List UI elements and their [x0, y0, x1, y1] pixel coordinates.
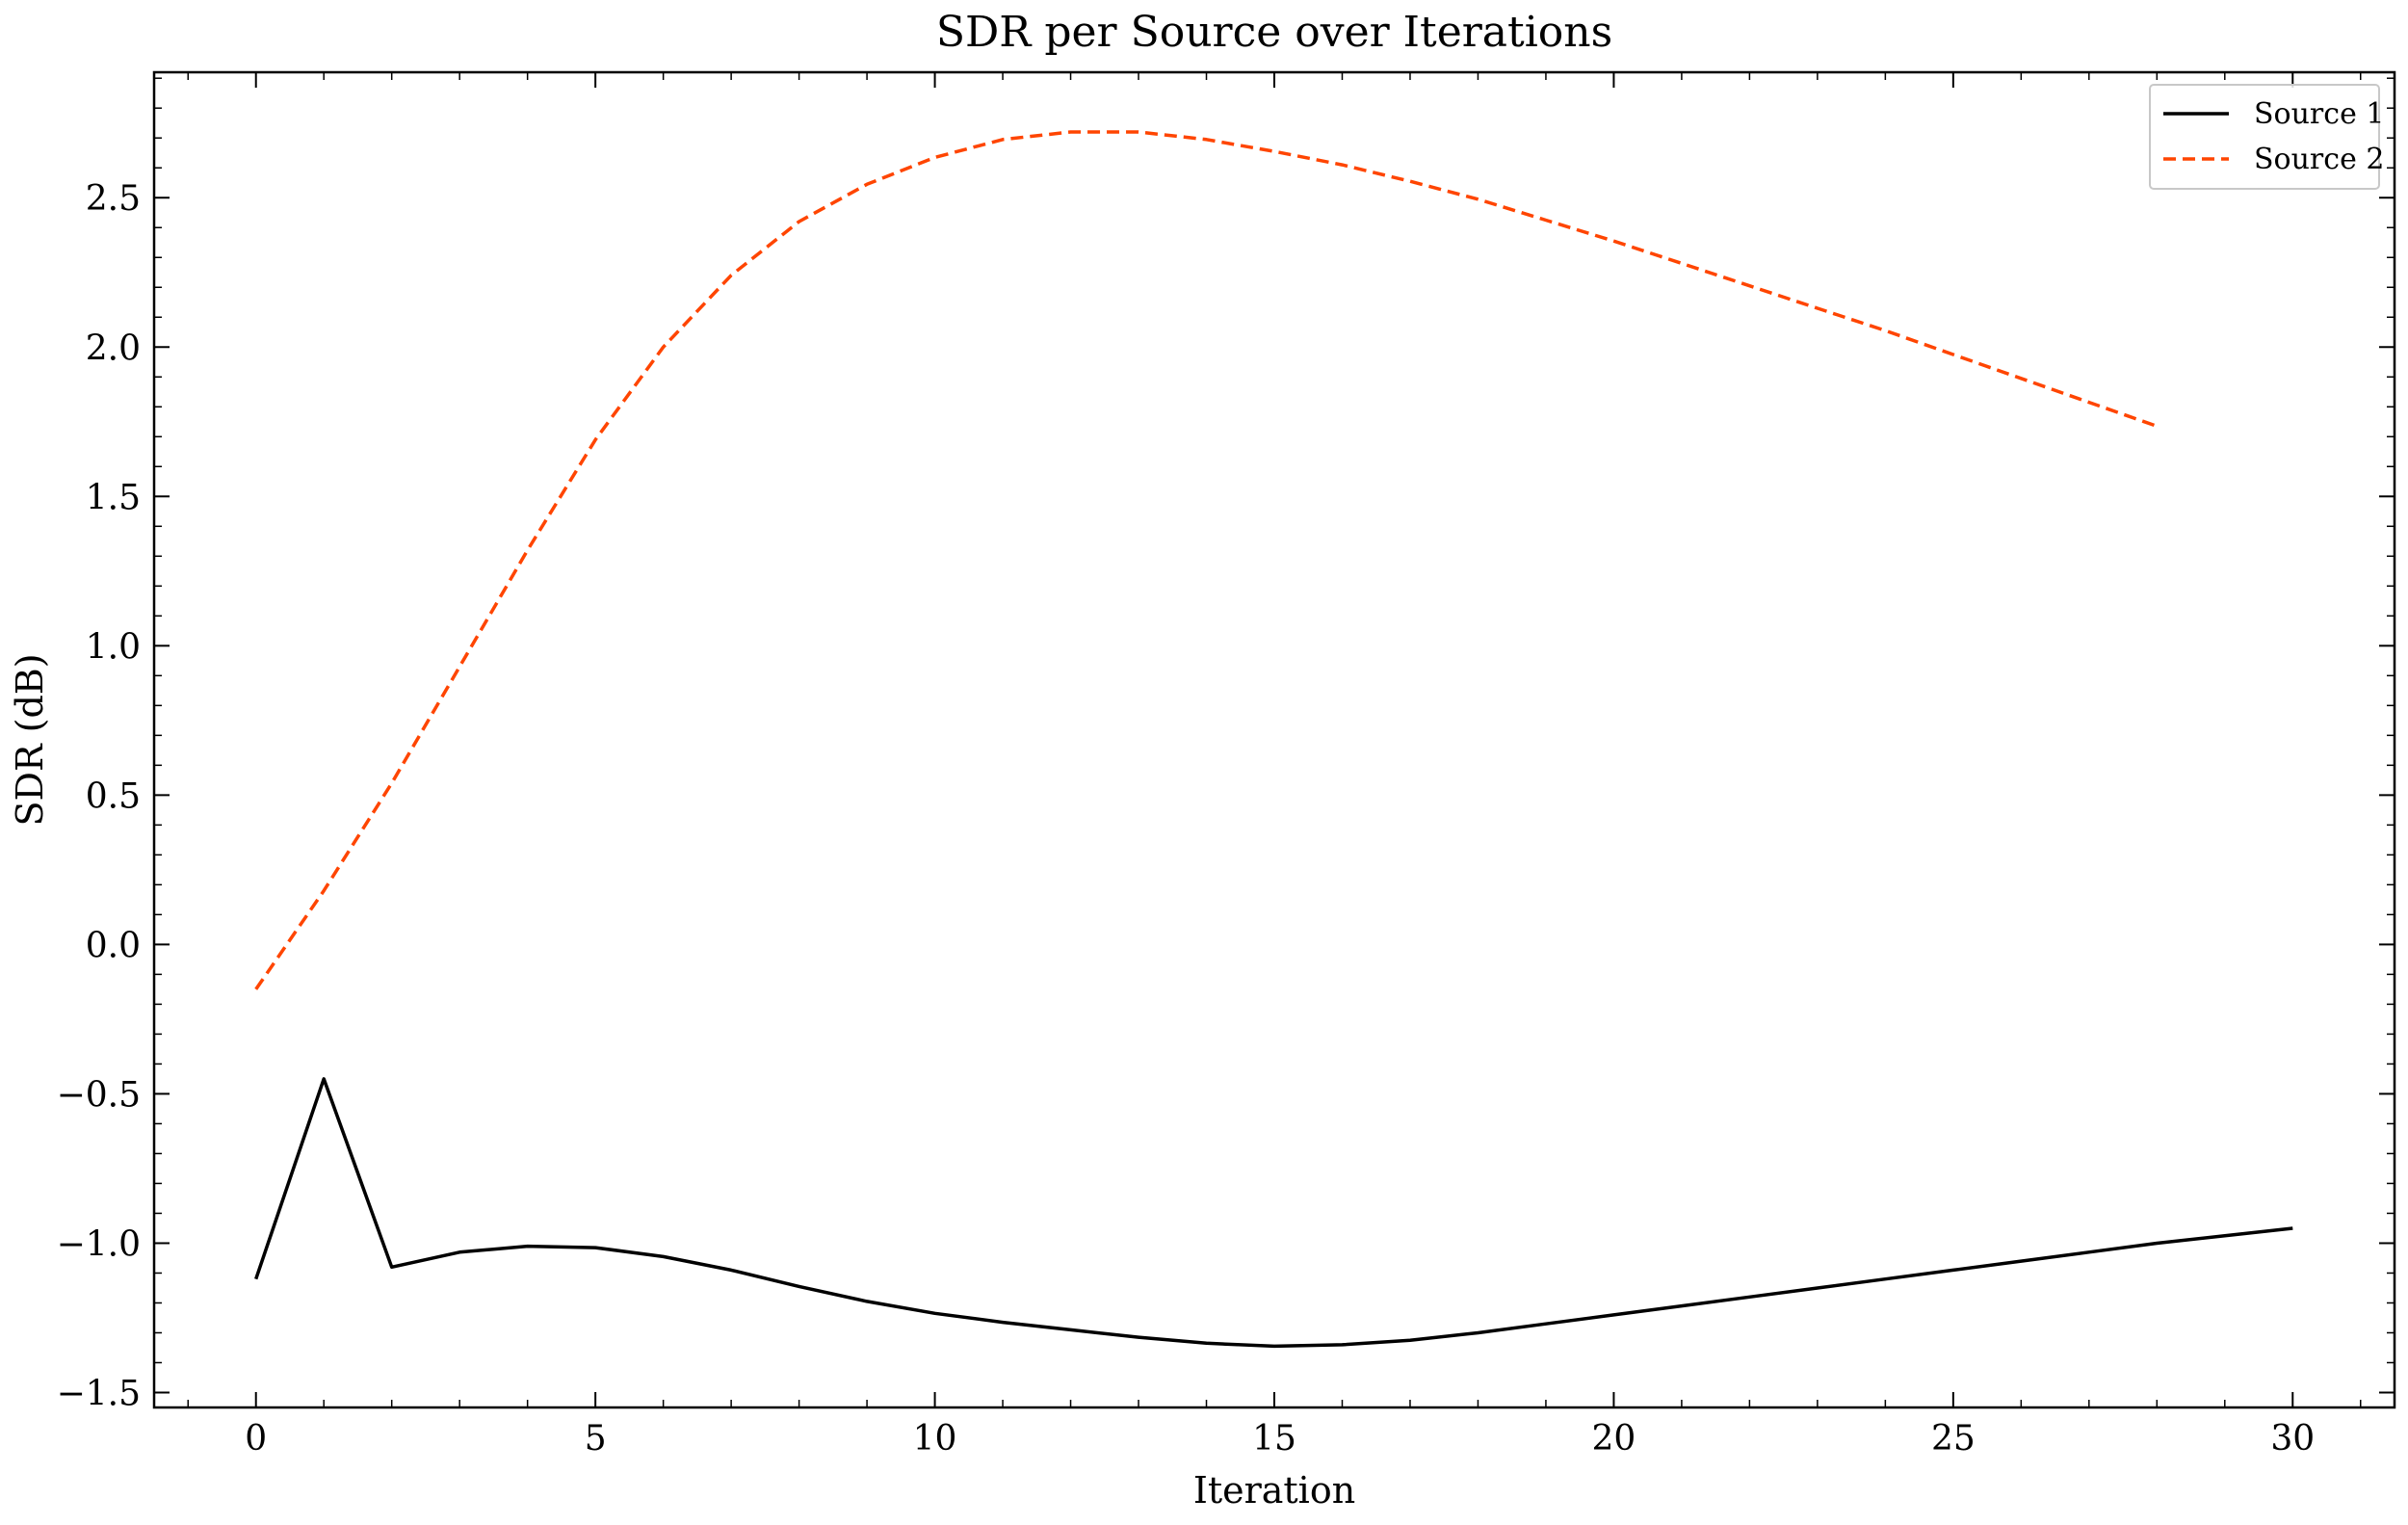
y-tick-label: 0.5 — [86, 776, 141, 816]
x-tick-label: 5 — [585, 1419, 607, 1459]
y-axis-label: SDR (dB) — [9, 653, 51, 826]
ticks-group: 0 5 10 15 20 25 30 −1.5 −1.0 −0.5 0.0 0.5 1.0 1.5 2.0 2… — [57, 72, 2395, 1459]
x-tick-label: 25 — [1931, 1419, 1976, 1459]
y-tick-label: 2.5 — [86, 179, 141, 219]
series-line-source-2 — [254, 130, 2158, 990]
legend-label-source-1: Source 1 — [2254, 97, 2384, 131]
plot-frame — [152, 70, 2396, 1409]
y-tick-label: −0.5 — [57, 1075, 141, 1115]
legend-label-source-2: Source 2 — [2254, 143, 2384, 176]
legend: Source 1 Source 2 — [2149, 84, 2384, 190]
x-tick-label: 15 — [1252, 1419, 1296, 1459]
x-axis-label: Iteration — [1193, 1469, 1355, 1512]
y-tick-label: 1.0 — [86, 627, 141, 667]
y-tick-label: 2.0 — [86, 329, 141, 368]
x-tick-label: 20 — [1592, 1419, 1636, 1459]
y-tick-label: 0.0 — [86, 926, 141, 965]
legend-box — [2149, 84, 2380, 190]
x-tick-label: 30 — [2270, 1419, 2315, 1459]
y-tick-label: −1.5 — [57, 1374, 141, 1413]
y-tick-label: 1.5 — [86, 478, 141, 517]
x-tick-label: 10 — [913, 1419, 957, 1459]
chart-title: SDR per Source over Iterations — [936, 8, 1612, 57]
x-tick-label: 0 — [245, 1419, 267, 1459]
series-lines — [254, 130, 2293, 1349]
series-line-source-1 — [254, 1077, 2293, 1349]
y-tick-label: −1.0 — [57, 1224, 141, 1264]
